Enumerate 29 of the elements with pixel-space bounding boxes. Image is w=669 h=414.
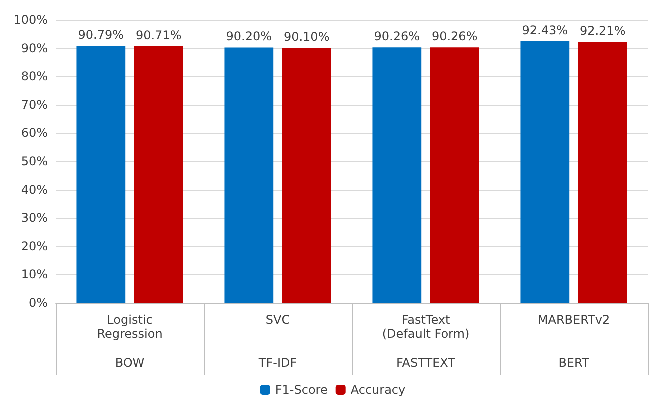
y-tick-label: 0% (28, 296, 48, 310)
data-label: 90.26% (432, 30, 478, 44)
data-label: 92.43% (522, 23, 568, 38)
data-label: 90.20% (226, 30, 272, 44)
text: BOW (115, 356, 145, 370)
y-tick-label: 40% (21, 182, 48, 197)
y-tick-label: 10% (21, 268, 48, 282)
y-tick-label: 50% (21, 154, 48, 168)
legend-label: Accuracy (350, 383, 406, 397)
y-tick-label: 30% (21, 211, 48, 226)
data-label: 90.10% (284, 30, 330, 44)
data-label: 92.21% (580, 24, 626, 38)
text: BERT (558, 356, 590, 370)
data-label: 90.79% (78, 28, 124, 42)
legend-label: F1-Score (275, 383, 328, 397)
data-label: 90.26% (374, 30, 420, 44)
y-tick-label: 100% (14, 13, 48, 27)
y-tick-label: 60% (21, 126, 48, 140)
x-tick-label: SVC (266, 313, 290, 327)
text: FASTTEXT (396, 356, 456, 370)
y-tick-label: 90% (21, 41, 48, 56)
x-tick-label: MARBERTv2 (538, 313, 610, 327)
y-tick-label: 20% (21, 239, 48, 254)
x-tick-label: Logistic Regression (97, 313, 163, 341)
data-label: 90.71% (136, 28, 182, 42)
y-tick-label: 80% (21, 70, 48, 84)
x-tick-label: FastText (Default Form) (382, 313, 470, 341)
y-tick-label: 70% (21, 98, 48, 112)
text: TF-IDF (258, 356, 298, 370)
